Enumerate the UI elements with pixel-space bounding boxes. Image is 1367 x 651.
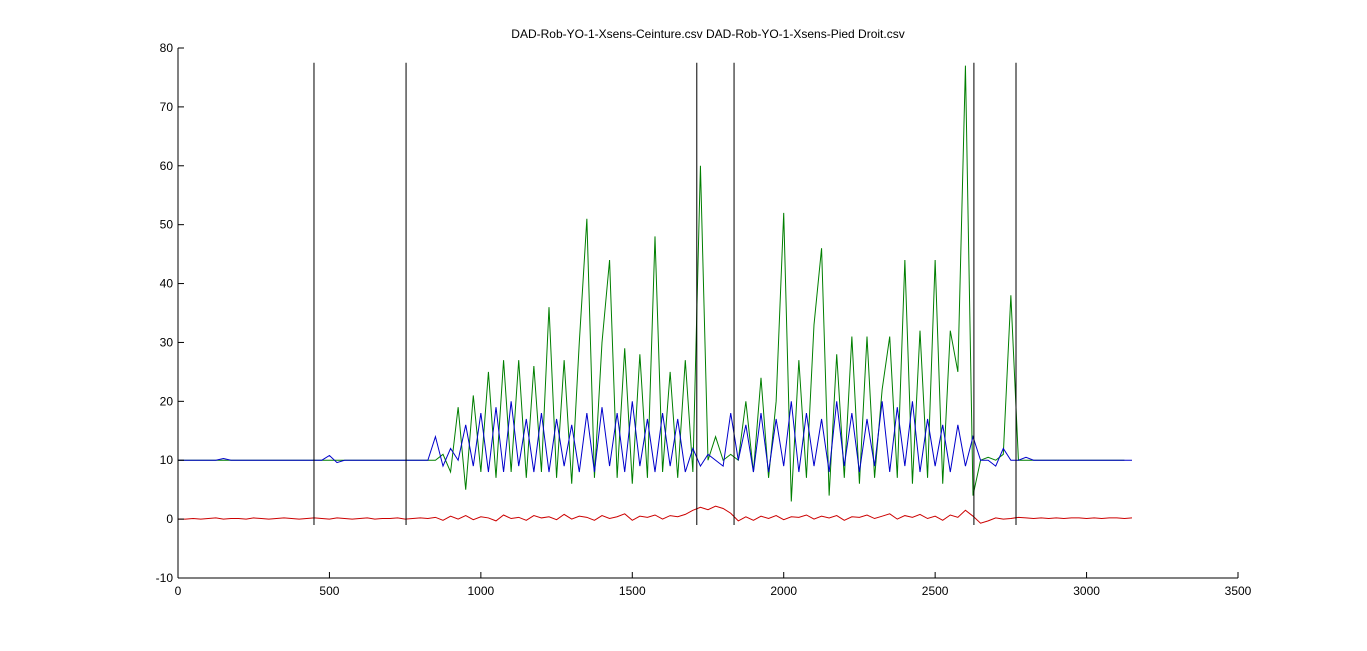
y-tick-label: -10 xyxy=(156,571,174,585)
x-tick-label: 1000 xyxy=(468,584,495,598)
x-tick-label: 3000 xyxy=(1073,584,1100,598)
y-tick-label: 40 xyxy=(160,277,174,291)
x-tick-label: 1500 xyxy=(619,584,646,598)
x-tick-label: 2500 xyxy=(922,584,949,598)
x-tick-label: 2000 xyxy=(770,584,797,598)
series-line xyxy=(178,65,1125,502)
y-tick-label: 10 xyxy=(160,453,174,467)
y-tick-label: 80 xyxy=(160,41,174,55)
y-tick-label: 0 xyxy=(166,512,173,526)
y-tick-label: 70 xyxy=(160,100,174,114)
y-tick-label: 20 xyxy=(160,394,174,408)
x-tick-label: 500 xyxy=(319,584,339,598)
series-line xyxy=(178,401,1132,473)
series-line xyxy=(178,505,1133,524)
y-tick-label: 50 xyxy=(160,218,174,232)
x-tick-label: 0 xyxy=(175,584,182,598)
chart-title: DAD-Rob-YO-1-Xsens-Ceinture.csv DAD-Rob-… xyxy=(511,27,904,41)
y-tick-label: 30 xyxy=(160,335,174,349)
x-tick-label: 3500 xyxy=(1225,584,1252,598)
y-tick-label: 60 xyxy=(160,159,174,173)
